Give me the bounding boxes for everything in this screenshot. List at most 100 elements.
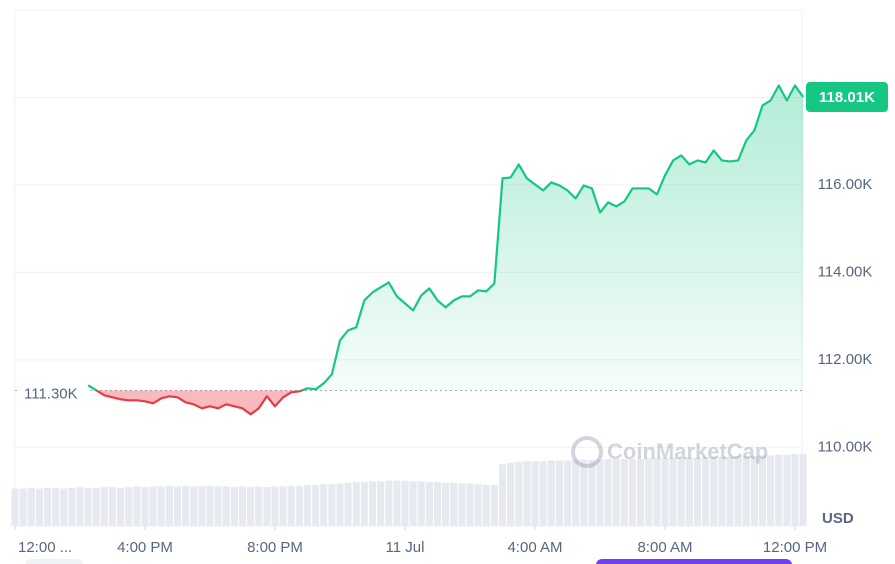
volume-bar: [588, 459, 596, 526]
x-tick-label: 11 Jul: [386, 539, 425, 556]
volume-bar: [222, 486, 230, 526]
volume-bar: [466, 483, 474, 526]
volume-bar: [84, 487, 92, 526]
last-price-label: 118.01K: [819, 89, 875, 106]
volume-bar: [263, 487, 271, 526]
volume-bar: [726, 456, 734, 526]
volume-bar: [100, 487, 108, 526]
volume-bar: [43, 487, 52, 526]
volume-bar: [442, 482, 450, 526]
volume-bar: [677, 457, 685, 526]
volume-bar: [149, 486, 157, 526]
volume-bar: [645, 458, 653, 526]
volume-bar: [76, 487, 84, 526]
y-tick-label: 110.00K: [818, 438, 873, 455]
volume-bar: [279, 486, 287, 526]
volume-bar: [661, 458, 669, 526]
x-tick-label: 4:00 AM: [507, 539, 562, 556]
volume-bar: [458, 483, 466, 526]
volume-bar: [742, 456, 750, 526]
volume-bar: [637, 459, 645, 526]
volume-bar: [474, 484, 482, 526]
volume-bar: [247, 487, 255, 526]
volume-bar: [693, 457, 702, 526]
line-layer: [15, 84, 805, 416]
volume-bar: [734, 456, 742, 526]
volume-bar: [490, 484, 498, 526]
volume-bar: [92, 487, 100, 526]
volume-bar: [385, 480, 393, 526]
volume-bar: [52, 487, 60, 526]
volume-bar: [287, 485, 295, 526]
volume-bar: [702, 456, 710, 526]
volume-bar: [157, 486, 165, 526]
range-selector[interactable]: [596, 559, 792, 564]
volume-bar: [173, 486, 182, 526]
volume-bar: [133, 486, 141, 526]
volume-bar: [523, 461, 531, 526]
volume-bar: [433, 482, 442, 526]
volume-bar: [214, 486, 222, 526]
volume-bar: [271, 486, 279, 526]
volume-bar: [320, 484, 328, 526]
y-tick-label: 114.00K: [818, 263, 873, 280]
volume-bar: [482, 484, 490, 526]
volume-bar: [669, 457, 677, 526]
watermark: CoinMarketCap: [571, 436, 768, 468]
x-tick-label: 4:00 PM: [117, 539, 173, 556]
volume-bar: [312, 484, 320, 526]
volume-bar: [507, 462, 515, 526]
volume-bar: [547, 460, 555, 526]
volume-bar: [125, 487, 133, 526]
currency-label: USD: [822, 510, 854, 527]
volume-bar: [377, 481, 385, 526]
x-tick-label: 12:00 ...: [18, 539, 72, 556]
volume-bar: [368, 481, 377, 526]
x-tick-label: 8:00 AM: [637, 539, 692, 556]
volume-bar: [604, 459, 612, 526]
y-tick-label: 112.00K: [818, 351, 873, 368]
volume-bar: [27, 487, 35, 526]
volume-bar: [425, 482, 433, 526]
volume-bar: [572, 459, 580, 526]
volume-bar: [767, 455, 775, 526]
volume-bar: [255, 486, 263, 526]
volume-bar: [190, 486, 198, 526]
volume-layer: [11, 454, 807, 526]
volume-bar: [612, 459, 620, 526]
volume-bar: [710, 456, 718, 526]
volume-bar: [555, 460, 563, 526]
volume-bar: [182, 485, 190, 526]
volume-bar: [620, 459, 628, 526]
volume-bar: [718, 456, 726, 526]
volume-bar: [596, 459, 604, 526]
watermark-text: CoinMarketCap: [607, 439, 768, 464]
volume-bar: [117, 487, 125, 526]
volume-bar: [685, 457, 693, 526]
volume-bar: [11, 488, 19, 526]
volume-bar: [450, 482, 458, 526]
volume-bar: [230, 487, 238, 526]
volume-bar: [198, 486, 206, 526]
range-handle[interactable]: [25, 559, 83, 564]
price-line: [87, 84, 805, 416]
volume-bar: [328, 484, 336, 526]
volume-bar: [108, 487, 117, 526]
volume-bar: [531, 461, 539, 526]
volume-bar: [653, 458, 661, 526]
x-tick-label: 8:00 PM: [247, 539, 303, 556]
volume-bar: [783, 454, 791, 526]
volume-bar: [352, 482, 360, 526]
watermark-logo: [571, 436, 603, 468]
volume-bar: [303, 484, 312, 526]
price-area: [88, 85, 804, 415]
volume-bar: [165, 485, 173, 526]
volume-bar: [19, 488, 27, 526]
volume-bar: [417, 481, 425, 526]
volume-bar: [799, 454, 807, 526]
baseline-label-bg: [20, 381, 90, 400]
volume-bar: [750, 456, 758, 526]
volume-bar: [35, 488, 43, 526]
